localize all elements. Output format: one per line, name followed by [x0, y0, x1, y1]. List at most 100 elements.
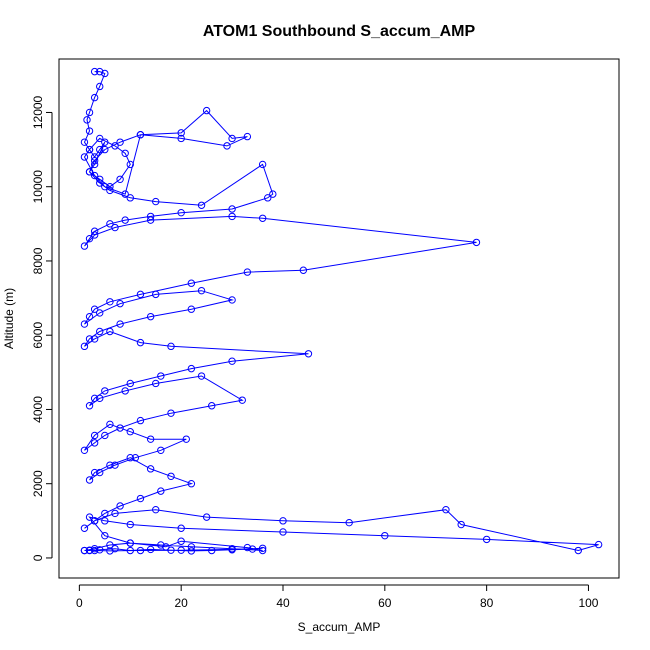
- data-point: [177, 208, 185, 217]
- data-point: [90, 546, 99, 555]
- data-point: [96, 134, 104, 143]
- data-point: [152, 379, 160, 388]
- x-tick-label: 80: [480, 596, 494, 610]
- data-layer: [80, 67, 603, 555]
- data-point: [126, 546, 134, 555]
- data-point: [177, 546, 185, 554]
- x-tick-label: 60: [378, 596, 392, 610]
- data-point: [121, 216, 129, 224]
- data-point: [116, 424, 124, 432]
- data-point: [279, 528, 287, 536]
- data-point: [111, 461, 119, 469]
- x-tick-label: 0: [76, 596, 83, 610]
- data-point: [101, 509, 109, 518]
- data-point: [80, 446, 89, 454]
- data-point: [90, 468, 99, 477]
- data-point: [228, 205, 236, 213]
- data-point: [90, 394, 99, 403]
- data-point: [177, 537, 185, 545]
- data-point: [442, 505, 450, 514]
- plot-frame: [58, 58, 620, 579]
- data-point: [96, 82, 104, 91]
- data-point: [146, 435, 155, 443]
- data-point: [136, 338, 145, 347]
- data-point: [223, 142, 231, 150]
- data-point: [85, 402, 94, 410]
- data-point: [146, 212, 155, 221]
- data-point: [457, 520, 465, 529]
- data-point: [106, 547, 114, 555]
- data-point: [157, 541, 165, 549]
- data-point: [101, 531, 109, 540]
- data-point: [96, 394, 104, 403]
- data-point: [197, 372, 206, 380]
- data-point: [197, 201, 206, 209]
- data-point: [152, 505, 160, 514]
- data-point: [121, 190, 129, 198]
- data-point: [96, 309, 104, 317]
- data-point: [101, 517, 109, 525]
- data-point: [187, 305, 196, 313]
- data-point: [126, 520, 134, 529]
- data-point: [228, 212, 236, 221]
- y-tick-label: 2000: [31, 470, 45, 497]
- data-point: [90, 305, 99, 313]
- data-point: [177, 524, 185, 532]
- y-tick-label: 10000: [31, 170, 45, 204]
- data-point: [85, 168, 94, 176]
- data-point: [80, 320, 89, 328]
- y-tick-label: 8000: [31, 247, 45, 274]
- y-tick-label: 4000: [31, 396, 45, 423]
- data-point: [152, 197, 160, 206]
- data-point: [101, 183, 109, 191]
- data-point: [208, 402, 216, 410]
- data-point: [111, 509, 119, 518]
- data-point: [90, 227, 99, 235]
- data-point: [228, 134, 236, 143]
- data-point: [80, 524, 89, 532]
- data-point: [243, 132, 252, 141]
- data-point: [111, 142, 119, 150]
- data-point: [101, 69, 109, 78]
- data-point: [152, 290, 160, 299]
- data-point: [106, 298, 114, 306]
- data-point: [85, 127, 94, 135]
- data-point: [208, 546, 216, 555]
- data-point: [121, 149, 129, 157]
- x-axis-label: S_accum_AMP: [298, 620, 381, 634]
- data-point: [101, 145, 109, 154]
- data-point: [126, 454, 134, 462]
- data-point: [146, 465, 155, 473]
- data-point: [90, 160, 99, 169]
- data-point: [187, 480, 196, 488]
- y-tick-label: 0: [31, 554, 45, 561]
- data-point: [106, 186, 114, 195]
- y-tick-label: 12000: [31, 95, 45, 129]
- data-point: [248, 545, 257, 553]
- chart-title: ATOM1 Southbound S_accum_AMP: [203, 23, 476, 40]
- y-tick-label: 6000: [31, 322, 45, 349]
- data-point: [243, 543, 252, 552]
- data-point: [80, 546, 89, 555]
- data-point: [90, 67, 99, 76]
- data-point: [116, 175, 124, 183]
- data-point: [345, 518, 353, 527]
- data-point: [85, 234, 94, 243]
- data-point: [96, 468, 104, 477]
- data-point: [177, 134, 185, 143]
- data-point: [238, 396, 246, 404]
- data-point: [80, 153, 89, 161]
- data-point: [157, 372, 165, 380]
- data-point: [96, 145, 104, 154]
- data-point: [258, 546, 267, 555]
- data-point: [146, 312, 155, 321]
- data-point: [177, 129, 185, 137]
- data-point: [101, 138, 109, 146]
- data-point: [85, 546, 94, 554]
- data-point: [85, 145, 94, 154]
- data-point: [146, 216, 155, 224]
- data-point: [136, 494, 145, 503]
- data-point: [96, 175, 104, 183]
- data-point: [106, 420, 114, 429]
- x-tick-label: 40: [276, 596, 290, 610]
